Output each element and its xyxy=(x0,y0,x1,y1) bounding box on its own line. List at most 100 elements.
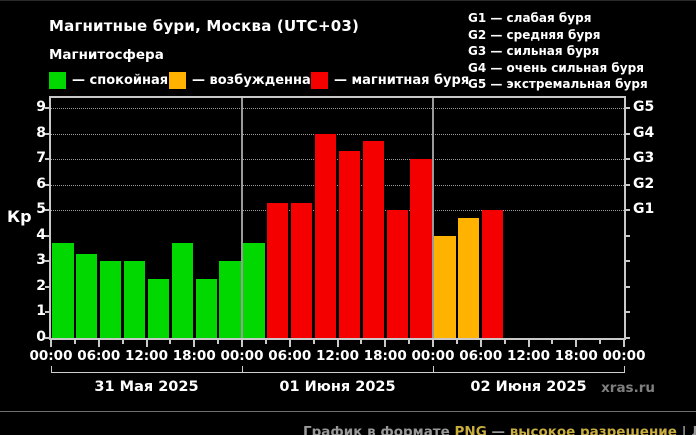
y-axis-tick xyxy=(45,183,51,186)
g-scale-item-g3: G3 — сильная буря xyxy=(468,44,600,58)
y-axis-tick-right xyxy=(624,106,630,109)
kp-bar xyxy=(147,279,170,338)
y-tick-label: 0 xyxy=(36,329,46,345)
x-axis-tick xyxy=(408,340,411,344)
kp-bar xyxy=(243,243,265,338)
y-axis-tick xyxy=(45,285,51,288)
x-axis-tick xyxy=(288,340,291,347)
y-axis-title: Кр xyxy=(7,207,32,226)
y-tick-label: 5 xyxy=(36,201,46,218)
y-axis-tick-right xyxy=(624,311,630,314)
x-axis-tick xyxy=(121,340,124,344)
x-axis-tick xyxy=(551,340,554,344)
y-axis-tick-right xyxy=(624,209,630,212)
x-axis-tick xyxy=(73,340,76,344)
footer-link[interactable]: PNG xyxy=(454,424,487,435)
x-axis-tick xyxy=(169,340,172,344)
date-bracket-tick xyxy=(433,366,434,373)
date-bracket xyxy=(51,372,624,373)
watermark: xras.ru xyxy=(601,380,655,396)
kp-bar xyxy=(76,253,98,338)
x-tick-label: 18:00 xyxy=(363,348,407,364)
page-title: Магнитные бури, Москва (UTC+03) xyxy=(49,17,360,35)
kp-bar xyxy=(100,261,122,338)
quiet-color-swatch xyxy=(49,72,66,89)
y-axis-tick xyxy=(45,132,51,135)
x-axis-tick xyxy=(432,340,434,347)
date-bracket-tick xyxy=(242,366,243,373)
kp-bar xyxy=(362,141,384,338)
y-axis-tick-right xyxy=(624,260,630,263)
y-axis-tick-right xyxy=(624,337,630,339)
y-tick-label: 9 xyxy=(36,98,46,115)
plot-border xyxy=(49,96,626,340)
x-tick-label: 06:00 xyxy=(268,348,312,364)
gridline xyxy=(51,107,624,109)
x-axis-tick xyxy=(145,340,148,347)
x-tick-label: 18:00 xyxy=(172,348,216,364)
y-axis-tick-right xyxy=(624,132,630,135)
kp-bar xyxy=(386,210,408,338)
magnetosphere-label: Магнитосфера xyxy=(49,47,164,63)
kp-bar xyxy=(482,210,504,338)
y-tick-label: 8 xyxy=(36,124,46,141)
gridline xyxy=(51,184,624,186)
day-divider-line xyxy=(432,98,434,338)
kp-bar xyxy=(219,261,241,338)
x-tick-label: 06:00 xyxy=(459,348,503,364)
gridline xyxy=(51,159,624,161)
y-axis-tick xyxy=(45,234,51,237)
y-tick-label: 6 xyxy=(36,175,46,192)
gridline xyxy=(51,133,624,135)
x-axis-tick xyxy=(193,340,196,347)
g-scale-item-g4: G4 — очень сильная буря xyxy=(468,60,644,75)
footer-text: — xyxy=(486,424,510,435)
legend-item-excited: — возбужденная xyxy=(169,72,319,89)
kp-bar xyxy=(291,202,313,338)
x-tick-label: 00:00 xyxy=(411,348,455,364)
x-axis-tick xyxy=(312,340,315,344)
x-axis-tick xyxy=(241,340,243,347)
g-scale-item-g1: G1 — слабая буря xyxy=(468,11,592,25)
x-tick-label: 06:00 xyxy=(77,348,121,364)
x-axis-tick xyxy=(217,340,220,344)
x-axis-tick xyxy=(455,340,458,344)
footer-text: График в формате xyxy=(303,424,455,435)
y-tick-label: 2 xyxy=(36,277,46,294)
y-tick-label: 3 xyxy=(36,252,46,269)
x-tick-label: 18:00 xyxy=(554,348,598,364)
date-label: 31 Мая 2025 xyxy=(94,379,199,395)
kp-bar xyxy=(314,133,337,338)
footer-links: График в формате PNG — высокое разрешени… xyxy=(303,424,696,435)
y-tick-label: 4 xyxy=(36,226,46,243)
y-axis-tick xyxy=(45,158,51,161)
date-bracket-tick xyxy=(624,366,625,373)
x-axis-tick xyxy=(503,340,506,344)
footer-link[interactable]: высокое разрешение xyxy=(509,424,677,435)
kp-bar xyxy=(338,151,361,338)
g-level-label: G4 xyxy=(633,124,655,141)
g-scale-legend: G1 — слабая буря G2 — средняя буря G3 — … xyxy=(468,10,648,93)
y-axis-tick-right xyxy=(624,285,630,288)
gridline xyxy=(51,210,624,212)
kp-bar xyxy=(52,243,74,338)
storm-color-swatch xyxy=(311,72,328,89)
x-axis-tick xyxy=(479,340,482,347)
y-axis-tick xyxy=(45,209,51,212)
x-tick-label: 12:00 xyxy=(125,348,168,364)
y-axis-tick xyxy=(45,260,51,263)
x-axis-tick xyxy=(623,340,625,347)
y-axis-tick xyxy=(45,337,51,339)
kp-bar xyxy=(195,279,217,338)
g-scale-item-g5: G5 — экстремальная буря xyxy=(468,77,648,91)
x-tick-label: 00:00 xyxy=(220,348,264,364)
plot-area xyxy=(51,98,624,338)
y-tick-label: 7 xyxy=(36,150,46,167)
x-tick-label: 12:00 xyxy=(507,348,550,364)
day-divider-line xyxy=(241,98,243,338)
g-scale-item-g2: G2 — средняя буря xyxy=(468,27,601,42)
x-tick-label: 00:00 xyxy=(29,348,73,364)
y-axis-tick xyxy=(45,106,51,109)
y-axis-tick xyxy=(45,311,51,314)
